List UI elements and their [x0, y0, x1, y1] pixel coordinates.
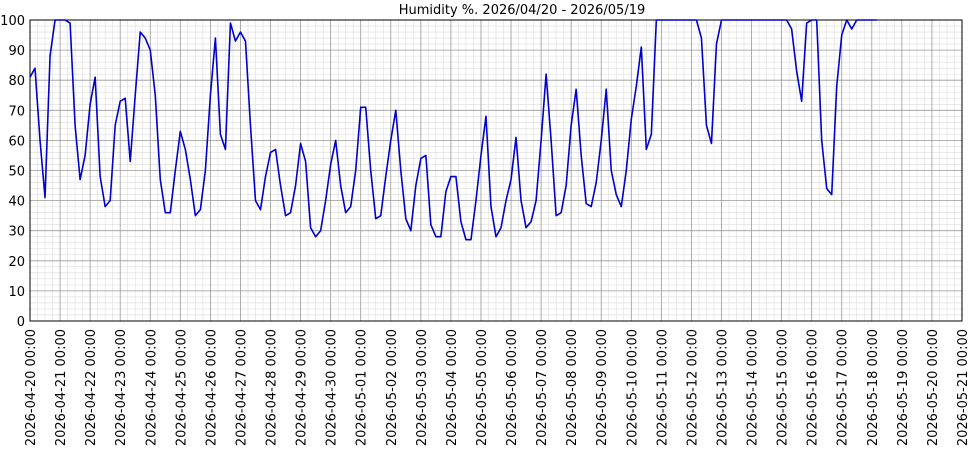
- y-tick-label: 50: [8, 165, 25, 180]
- x-tick-label: 2026-04-26 00:00: [204, 329, 219, 446]
- x-tick-label: 2026-04-24 00:00: [144, 329, 159, 446]
- y-tick-label: 20: [8, 255, 25, 270]
- x-tick-label: 2026-05-20 00:00: [926, 329, 941, 446]
- x-tick-label: 2026-05-19 00:00: [896, 329, 911, 446]
- x-tick-label: 2026-04-20 00:00: [24, 329, 39, 446]
- x-tick-label: 2026-05-06 00:00: [505, 329, 520, 446]
- plot-border: [29, 19, 963, 322]
- x-tick-label: 2026-05-12 00:00: [685, 329, 700, 446]
- x-tick-label: 2026-05-09 00:00: [595, 329, 610, 446]
- data-line: [29, 19, 877, 241]
- x-tick-label: 2026-05-21 00:00: [956, 329, 970, 446]
- y-tick-label: 90: [8, 44, 25, 59]
- x-tick-label: 2026-04-22 00:00: [84, 329, 99, 446]
- y-tick-label: 70: [8, 104, 25, 119]
- y-tick-label: 0: [17, 315, 25, 330]
- x-tick-label: 2026-05-03 00:00: [415, 329, 430, 446]
- x-tick-label: 2026-05-10 00:00: [625, 329, 640, 446]
- chart-title: Humidity %. 2026/04/20 - 2026/05/19: [399, 3, 646, 18]
- x-tick-label: 2026-05-01 00:00: [355, 329, 370, 446]
- y-tick-label: 60: [8, 134, 25, 149]
- y-tick-label: 40: [8, 195, 25, 210]
- x-tick-label: 2026-05-18 00:00: [866, 329, 881, 446]
- x-tick-label: 2026-04-30 00:00: [325, 329, 340, 446]
- x-tick-label: 2026-04-23 00:00: [114, 329, 129, 446]
- x-tick-label: 2026-05-07 00:00: [535, 329, 550, 446]
- x-tick-label: 2026-04-27 00:00: [234, 329, 249, 446]
- x-tick-label: 2026-05-11 00:00: [655, 329, 670, 446]
- x-tick-label: 2026-05-15 00:00: [776, 329, 791, 446]
- x-tick-label: 2026-04-28 00:00: [265, 329, 280, 446]
- x-tick-label: 2026-05-13 00:00: [715, 329, 730, 446]
- y-tick-label: 30: [8, 225, 25, 240]
- y-tick-label: 10: [8, 285, 25, 300]
- x-tick-label: 2026-05-04 00:00: [445, 329, 460, 446]
- x-tick-label: 2026-04-21 00:00: [54, 329, 69, 446]
- x-tick-label: 2026-05-16 00:00: [806, 329, 821, 446]
- x-tick-label: 2026-05-05 00:00: [475, 329, 490, 446]
- x-tick-label: 2026-05-14 00:00: [746, 329, 761, 446]
- y-tick-label: 100: [0, 14, 25, 29]
- y-tick-label: 80: [8, 74, 25, 89]
- x-tick-label: 2026-05-02 00:00: [385, 329, 400, 446]
- x-tick-label: 2026-04-25 00:00: [174, 329, 189, 446]
- x-tick-label: 2026-05-08 00:00: [565, 329, 580, 446]
- x-tick-label: 2026-05-17 00:00: [836, 329, 851, 446]
- x-tick-label: 2026-04-29 00:00: [295, 329, 310, 446]
